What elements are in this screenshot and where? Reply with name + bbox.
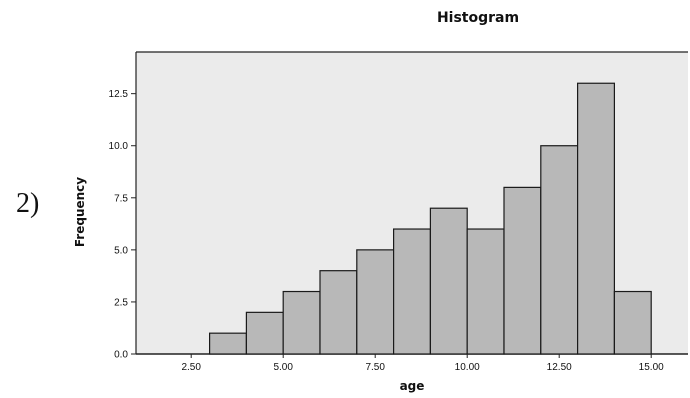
y-tick-label: 10.0 [109,141,129,152]
histogram-bar-1 [209,332,248,355]
x-tick-label: 2.50 [181,362,201,373]
histogram-bar-2 [245,311,284,355]
x-tick-label: 5.00 [273,362,293,373]
y-tick-label: 0.0 [114,350,128,361]
histogram-bar-7 [429,207,468,355]
y-ticks-group: 0.0 2.5 5.0 7.5 10.0 12.5 [109,89,136,361]
x-tick-label: 12.50 [547,362,572,373]
histogram-bar-11 [576,82,615,355]
y-tick-label: 12.5 [109,89,129,100]
y-tick-label: 7.5 [114,193,128,204]
y-tick-label: 2.5 [114,297,128,308]
bars-group [209,82,652,355]
x-tick-label: 15.00 [639,362,664,373]
histogram-bar-10 [540,145,579,355]
x-axis-title: age [400,379,425,393]
chart-title: Histogram [437,10,519,26]
x-tick-label: 10.00 [455,362,480,373]
x-ticks-group: 2.50 5.00 7.50 10.00 12.50 15.00 [181,354,664,373]
histogram-bar-9 [503,186,542,355]
histogram-bar-8 [466,228,505,355]
histogram-bar-12 [613,290,652,355]
y-tick-label: 5.0 [114,245,128,256]
histogram-bar-5 [356,249,395,355]
figure-number-label: 2) [16,188,40,219]
histogram-bar-3 [282,290,321,355]
y-axis-title: Frequency [73,177,87,247]
histogram-bar-4 [319,270,358,355]
histogram-bar-6 [393,228,432,355]
x-tick-label: 7.50 [365,362,385,373]
